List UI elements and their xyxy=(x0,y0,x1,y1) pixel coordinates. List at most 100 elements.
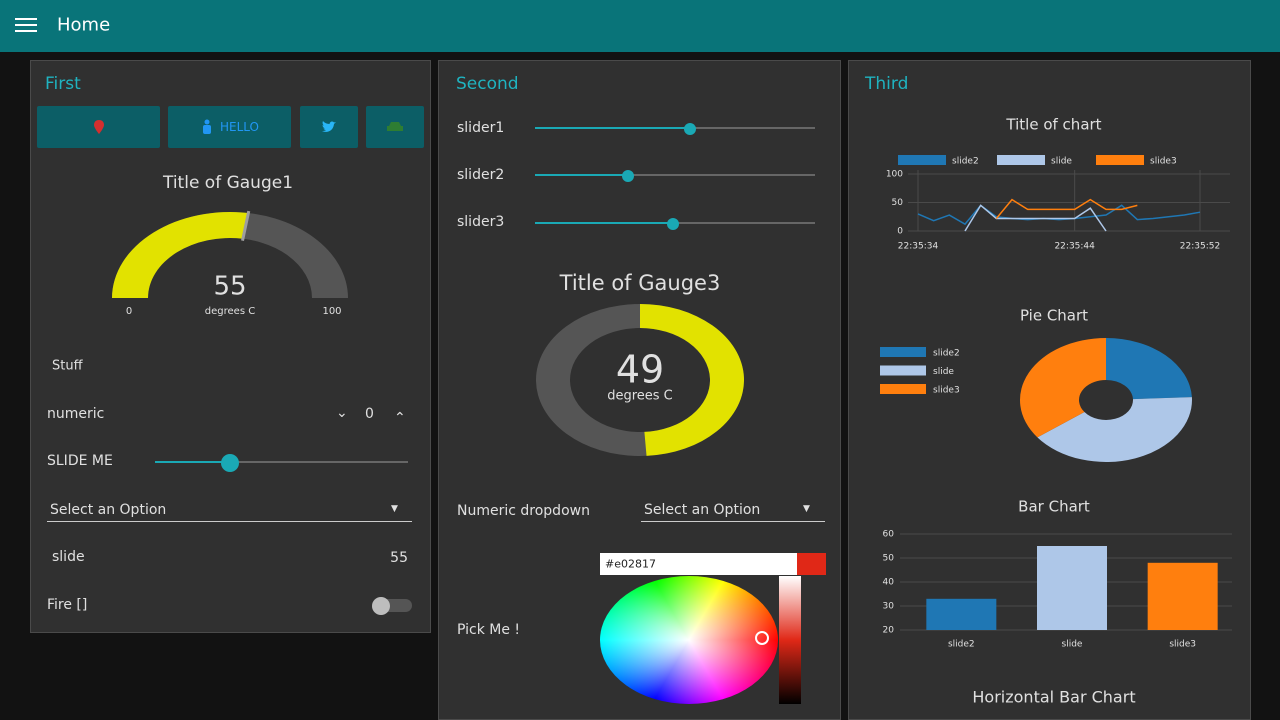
button[interactable] xyxy=(37,106,160,148)
legend-swatch xyxy=(880,347,926,357)
dropdown-arrow: ▼ xyxy=(391,504,398,514)
colour-swatch xyxy=(797,553,826,575)
gauge-title: Title of Gauge3 xyxy=(559,271,721,295)
header-title: Home xyxy=(57,14,111,36)
chart-title: Title of chart xyxy=(1005,116,1101,134)
text-value: 55 xyxy=(390,550,408,566)
legend-label: slide xyxy=(933,367,954,377)
legend-swatch xyxy=(997,155,1045,165)
group-first xyxy=(30,60,431,633)
dropdown[interactable]: Select an Option xyxy=(644,502,761,518)
twitter-icon xyxy=(322,121,336,132)
legend-swatch xyxy=(880,365,926,376)
bar xyxy=(926,598,997,630)
gauge-units: degrees C xyxy=(607,389,673,404)
group-title: First xyxy=(45,74,81,94)
pie-slice xyxy=(1019,338,1106,438)
decrement[interactable]: ⌄ xyxy=(336,405,348,421)
group-title: Second xyxy=(456,74,519,94)
y-tick-label: 50 xyxy=(892,198,904,208)
legend-label: slide3 xyxy=(933,386,960,396)
y-tick-label: 0 xyxy=(897,227,903,237)
numeric-label: numeric xyxy=(47,406,105,422)
text-widget: Stuff xyxy=(52,358,83,374)
legend-swatch xyxy=(1096,155,1144,165)
slider-track[interactable] xyxy=(535,174,815,176)
slider-fill xyxy=(535,174,628,176)
pie-slice xyxy=(1106,338,1192,400)
dropdown-underline xyxy=(641,521,825,522)
gauge-units: degrees C xyxy=(205,306,255,317)
legend-swatch xyxy=(898,155,946,165)
gauge-min: 0 xyxy=(126,306,132,317)
slider-track[interactable] xyxy=(155,461,408,463)
pie-slice xyxy=(1037,397,1192,462)
y-tick-label: 100 xyxy=(886,170,903,180)
button[interactable] xyxy=(300,106,358,148)
donut-track xyxy=(536,304,640,456)
bar xyxy=(1147,562,1218,630)
donut-value xyxy=(640,304,745,456)
gauge-value-label: 49 xyxy=(616,348,664,392)
y-tick-label: 30 xyxy=(883,602,895,612)
gauge-value-label: 55 xyxy=(213,272,246,302)
x-tick-label: 22:35:44 xyxy=(1054,242,1095,252)
header: Home xyxy=(0,0,1280,52)
button[interactable] xyxy=(366,106,424,148)
slider-label: slider1 xyxy=(457,120,505,136)
gauge-max: 100 xyxy=(322,306,341,317)
x-tick-label: 22:35:52 xyxy=(1180,242,1220,252)
x-tick-label: 22:35:34 xyxy=(898,242,939,252)
slider-label: slider3 xyxy=(457,214,505,230)
line-series xyxy=(964,204,1107,232)
bar xyxy=(1037,546,1107,630)
increment[interactable]: ⌃ xyxy=(394,410,406,426)
numeric-value: 0 xyxy=(365,406,374,422)
group-title: Third xyxy=(865,74,909,94)
colour-wheel[interactable] xyxy=(600,576,778,704)
colour-cursor xyxy=(755,631,769,645)
y-tick-label: 20 xyxy=(883,626,895,636)
legend-label: slide2 xyxy=(933,349,960,359)
text-label: slide xyxy=(52,549,85,565)
switch-label: Fire [] xyxy=(47,597,88,613)
car-icon xyxy=(387,122,403,131)
slider-fill xyxy=(535,127,690,129)
marker-icon xyxy=(93,120,104,134)
slider-label: slider2 xyxy=(457,167,505,183)
legend-label: slide3 xyxy=(1150,157,1177,167)
button-label: HELLO xyxy=(220,120,259,134)
slider-knob[interactable] xyxy=(622,170,634,182)
dropdown[interactable]: Select an Option xyxy=(50,502,167,518)
dropdown-underline xyxy=(47,521,412,522)
dropdown-label: Numeric dropdown xyxy=(457,503,590,519)
switch[interactable] xyxy=(372,597,412,615)
gauge-value xyxy=(112,212,249,298)
slider-fill xyxy=(155,461,230,463)
colour-input[interactable]: #e02817 xyxy=(600,553,797,575)
line-series xyxy=(995,198,1138,219)
menu-button[interactable] xyxy=(15,18,37,32)
slider-knob[interactable] xyxy=(667,218,679,230)
chart-title: Bar Chart xyxy=(1018,498,1090,516)
x-tick-label: slide xyxy=(1062,640,1083,650)
dropdown-arrow: ▼ xyxy=(803,504,810,514)
y-tick-label: 60 xyxy=(883,530,895,540)
line-series xyxy=(917,204,1201,226)
colour-hex: #e02817 xyxy=(605,557,656,571)
slider-knob[interactable] xyxy=(221,454,239,472)
slider-knob[interactable] xyxy=(684,123,696,135)
person-icon xyxy=(203,119,211,134)
slider-fill xyxy=(535,222,673,224)
brightness-bar[interactable] xyxy=(779,576,801,704)
legend-label: slide xyxy=(1051,157,1072,167)
chart-title: Horizontal Bar Chart xyxy=(972,688,1135,707)
x-tick-label: slide2 xyxy=(948,640,975,650)
y-tick-label: 50 xyxy=(883,554,895,564)
chart-title: Pie Chart xyxy=(1020,307,1088,325)
button[interactable]: HELLO xyxy=(168,106,291,148)
x-tick-label: slide3 xyxy=(1169,640,1196,650)
legend-swatch xyxy=(880,384,926,394)
